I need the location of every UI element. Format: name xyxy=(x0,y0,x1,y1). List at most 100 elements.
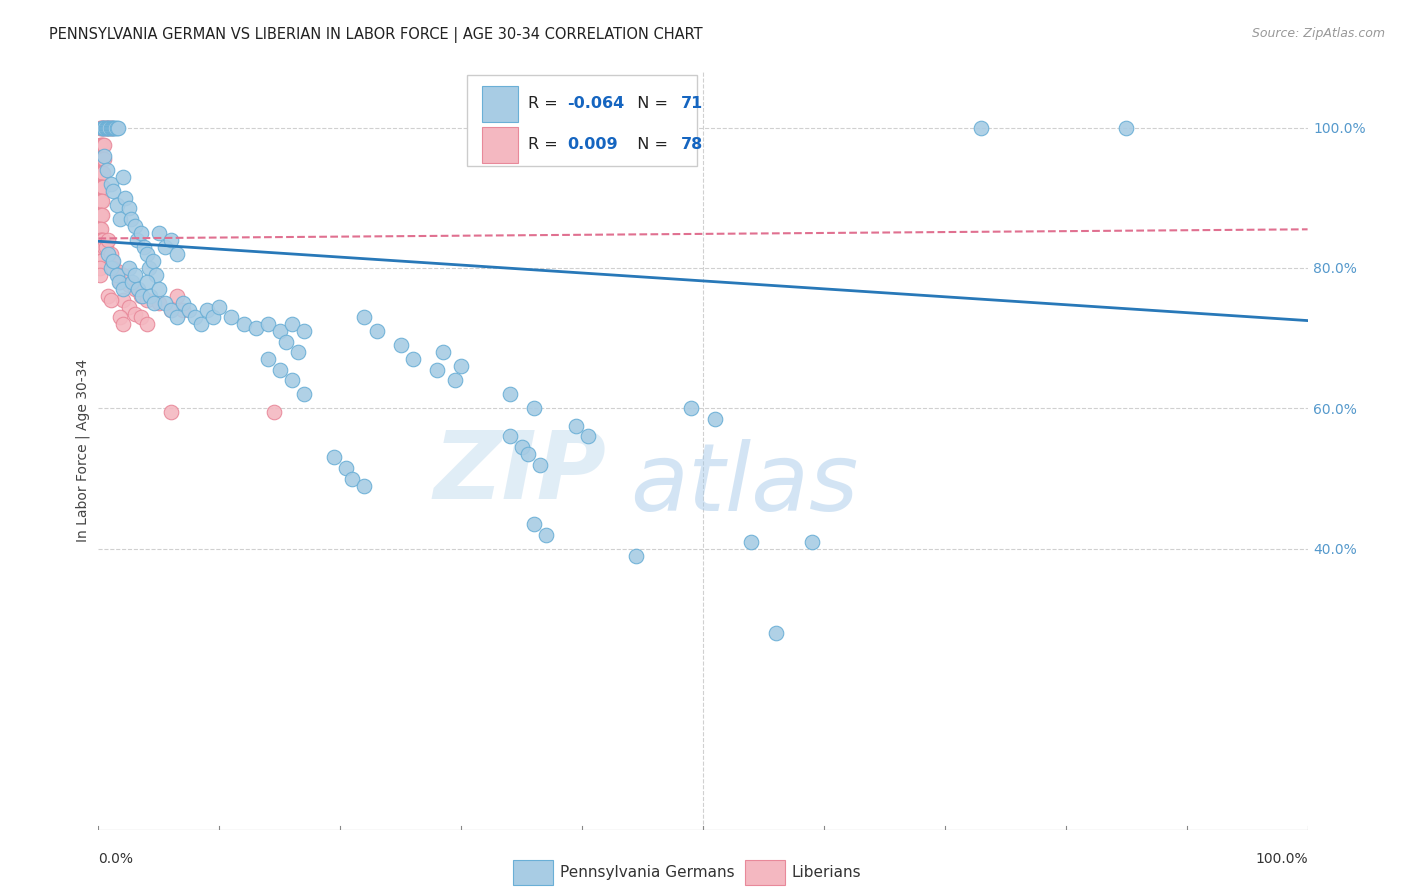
Point xyxy=(118,300,141,314)
Point xyxy=(100,120,122,135)
Point xyxy=(97,289,120,303)
Point xyxy=(166,247,188,261)
Point xyxy=(93,148,115,162)
Point xyxy=(89,260,111,275)
Text: -0.064: -0.064 xyxy=(568,96,624,112)
Point xyxy=(124,268,146,282)
Point xyxy=(160,303,183,318)
Point xyxy=(232,317,254,331)
Point xyxy=(90,166,112,180)
Point xyxy=(91,180,114,194)
Point xyxy=(89,180,111,194)
Point xyxy=(90,138,112,153)
Point xyxy=(292,324,315,338)
Text: R =: R = xyxy=(527,137,568,153)
Point xyxy=(89,138,111,153)
Point xyxy=(256,352,278,367)
Point xyxy=(89,254,111,268)
Text: Pennsylvania Germans: Pennsylvania Germans xyxy=(560,865,734,880)
Point xyxy=(108,211,131,226)
Point xyxy=(111,293,134,307)
Point xyxy=(91,152,114,166)
Text: N =: N = xyxy=(627,137,673,153)
Point xyxy=(145,268,167,282)
Point xyxy=(91,120,114,135)
Point xyxy=(148,296,170,310)
Point xyxy=(740,534,762,549)
Point xyxy=(366,324,388,338)
Text: 71: 71 xyxy=(682,96,703,112)
Point xyxy=(90,120,112,135)
Point xyxy=(263,405,285,419)
Point xyxy=(426,362,449,376)
Point xyxy=(91,138,114,153)
Point xyxy=(565,418,588,433)
Point xyxy=(94,240,117,254)
Point xyxy=(89,152,111,166)
Point xyxy=(450,359,472,374)
Point xyxy=(135,247,157,261)
Point xyxy=(208,300,231,314)
Point xyxy=(516,447,538,461)
Point xyxy=(93,138,115,153)
Point xyxy=(160,303,183,318)
Point xyxy=(89,233,111,247)
Point xyxy=(432,345,454,359)
Point xyxy=(94,120,117,135)
Point xyxy=(105,198,128,212)
Point xyxy=(97,247,120,261)
Point xyxy=(96,162,118,177)
Point xyxy=(114,191,136,205)
Point xyxy=(101,184,124,198)
Point xyxy=(135,293,157,307)
Point xyxy=(323,450,346,465)
Point xyxy=(402,352,425,367)
Point xyxy=(179,303,201,318)
Point xyxy=(153,240,176,254)
Point xyxy=(1115,120,1137,135)
Point xyxy=(626,549,648,563)
Point xyxy=(93,120,115,135)
Point xyxy=(138,260,160,275)
Point xyxy=(108,275,131,289)
Point xyxy=(91,120,114,135)
Point xyxy=(195,303,218,318)
Point xyxy=(91,120,114,135)
Point xyxy=(100,120,122,135)
Point xyxy=(101,254,124,268)
Point xyxy=(90,254,112,268)
Point xyxy=(107,120,129,135)
Point xyxy=(89,244,111,258)
FancyBboxPatch shape xyxy=(482,127,517,163)
Point xyxy=(143,296,166,310)
Text: Source: ZipAtlas.com: Source: ZipAtlas.com xyxy=(1251,27,1385,40)
Point xyxy=(118,260,141,275)
Point xyxy=(97,120,120,135)
Point xyxy=(166,289,188,303)
Point xyxy=(118,278,141,293)
Point xyxy=(124,282,146,296)
Point xyxy=(679,401,702,416)
Point xyxy=(160,233,183,247)
Point xyxy=(444,373,467,387)
Point xyxy=(389,338,412,352)
Point xyxy=(91,233,114,247)
Point xyxy=(96,120,118,135)
Point xyxy=(121,275,143,289)
Point xyxy=(510,440,533,454)
Point xyxy=(142,254,165,268)
Point xyxy=(100,260,122,275)
Point xyxy=(98,120,121,135)
Point xyxy=(148,226,170,240)
Point xyxy=(529,458,551,472)
Point xyxy=(97,233,120,247)
Point xyxy=(131,289,153,303)
Point xyxy=(90,180,112,194)
Point xyxy=(90,194,112,209)
Point xyxy=(93,120,115,135)
Point xyxy=(124,219,146,233)
Point xyxy=(89,208,111,222)
Point xyxy=(108,310,131,324)
Point xyxy=(127,282,149,296)
Point xyxy=(281,317,304,331)
